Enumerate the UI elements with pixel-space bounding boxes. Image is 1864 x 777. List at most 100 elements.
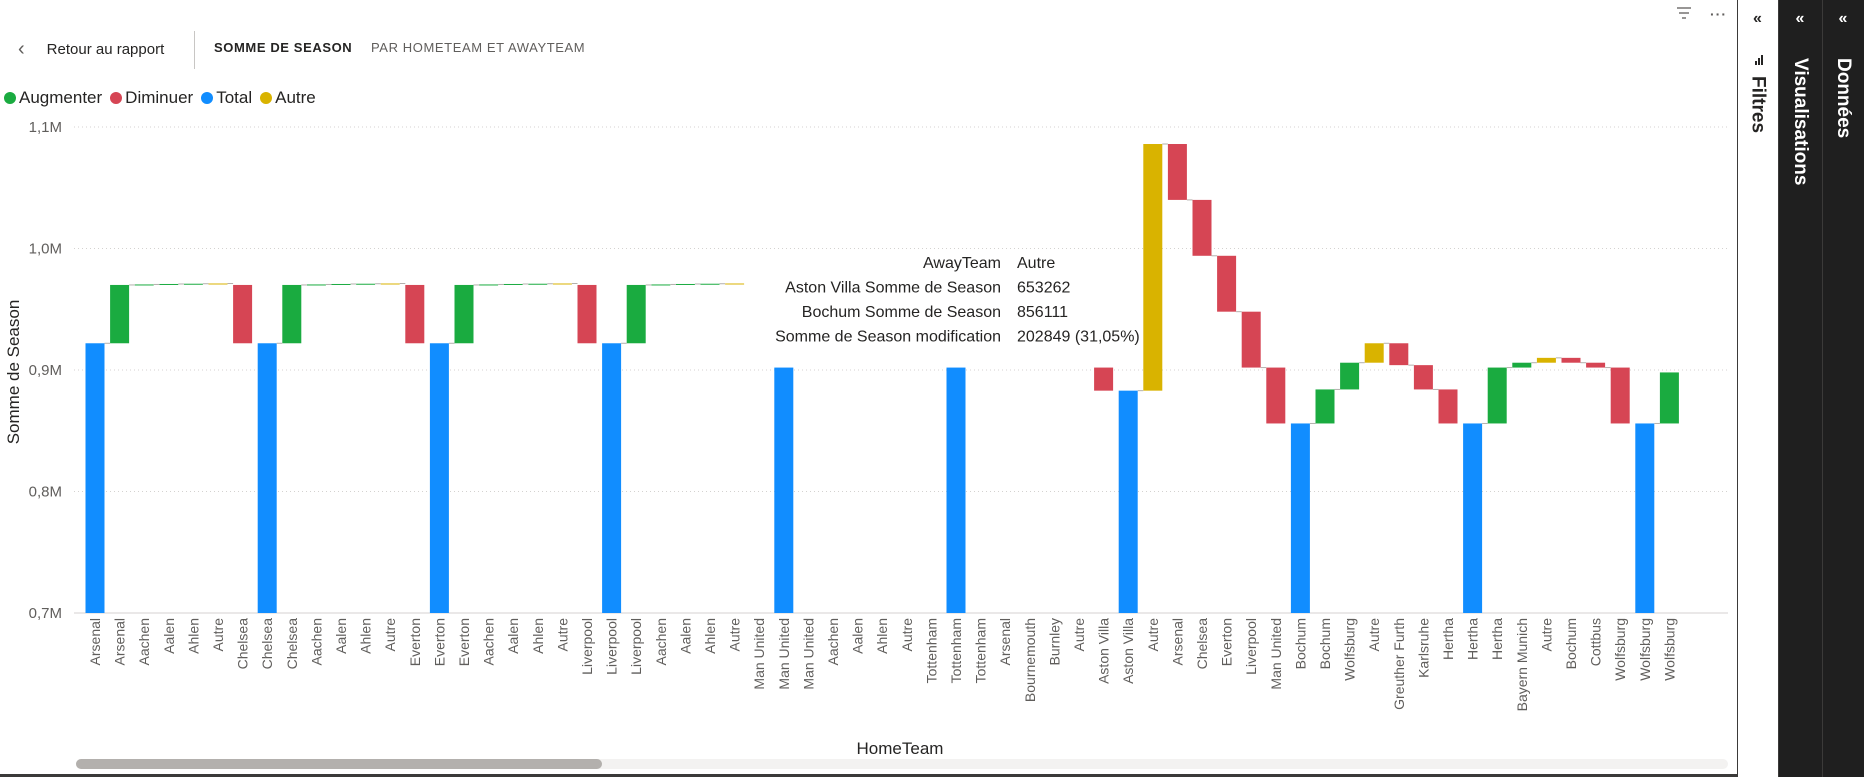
waterfall-bar-augmenter: [134, 284, 154, 286]
scrollbar-thumb[interactable]: [76, 759, 602, 769]
ellipsis-icon[interactable]: ···: [1710, 6, 1727, 22]
x-tick-label: Aalen: [677, 618, 693, 654]
x-tick-label: Ahlen: [185, 618, 201, 654]
tooltip-label: Bochum Somme de Season: [802, 304, 1001, 321]
x-tick-label: Autre: [899, 618, 915, 652]
x-tick-label: Man United: [751, 618, 767, 690]
pane-border: [1737, 0, 1738, 777]
waterfall-bar-augmenter: [183, 283, 203, 285]
x-tick-label: Tottenham: [923, 618, 939, 683]
waterfall-bar-autre: [1536, 357, 1556, 363]
x-tick-label: Tottenham: [973, 618, 989, 683]
tab-somme-de-season[interactable]: SOMME DE SEASON: [214, 40, 353, 55]
x-tick-label: Autre: [1538, 618, 1554, 652]
drillthrough-header: ‹ Retour au rapport SOMME DE SEASON PAR …: [0, 0, 1737, 72]
x-tick-label: Tottenham: [948, 618, 964, 683]
filters-pane[interactable]: « Filtres: [1737, 0, 1778, 777]
waterfall-bar-augmenter: [331, 283, 351, 285]
data-pane-title: Données: [1833, 58, 1854, 139]
waterfall-bar-autre: [1364, 343, 1384, 363]
waterfall-bar-augmenter: [700, 283, 720, 285]
tab-par-hometeam-et-awayteam[interactable]: PAR HOMETEAM ET AWAYTEAM: [371, 40, 586, 55]
waterfall-bar-total: [774, 367, 794, 613]
x-tick-label: Ahlen: [530, 618, 546, 654]
x-tick-label: Ahlen: [874, 618, 890, 654]
waterfall-bar-augmenter: [479, 284, 499, 286]
x-tick-label: Liverpool: [628, 618, 644, 675]
legend-item-augmenter[interactable]: Augmenter: [4, 88, 102, 108]
x-tick-label: Arsenal: [112, 618, 128, 665]
legend-label-autre: Autre: [275, 88, 316, 107]
x-tick-label: Ahlen: [702, 618, 718, 654]
waterfall-bar-total: [1635, 423, 1655, 613]
chart-legend: Augmenter Diminuer Total Autre: [4, 88, 324, 108]
x-tick-label: Autre: [554, 618, 570, 652]
waterfall-bar-diminuer: [1167, 144, 1187, 200]
waterfall-bar-total: [1290, 423, 1310, 613]
visualizations-pane[interactable]: « Visualisations: [1778, 0, 1822, 777]
x-tick-label: Bayern Munich: [1514, 618, 1530, 711]
x-tick-label: Aachen: [308, 618, 324, 665]
x-tick-label: Aachen: [481, 618, 497, 665]
horizontal-scrollbar[interactable]: [76, 759, 1728, 769]
legend-swatch-augmenter: [4, 92, 16, 104]
waterfall-bar-augmenter: [626, 284, 646, 344]
tooltip-label: Aston Villa Somme de Season: [785, 280, 1001, 297]
legend-swatch-total: [201, 92, 214, 104]
x-tick-label: Aalen: [161, 618, 177, 654]
waterfall-bar-diminuer: [1266, 367, 1286, 424]
legend-swatch-diminuer: [110, 92, 123, 104]
x-tick-label: Autre: [1366, 618, 1382, 652]
legend-item-autre[interactable]: Autre: [260, 88, 316, 108]
filter-lines-icon[interactable]: [1676, 6, 1692, 23]
filter-bars-icon: [1754, 52, 1764, 65]
waterfall-bar-total: [1118, 390, 1138, 613]
x-tick-label: Man United: [1268, 618, 1284, 690]
waterfall-bar-diminuer: [1438, 389, 1458, 424]
tooltip-value: Autre: [1017, 255, 1055, 272]
tooltip-label: Somme de Season modification: [775, 329, 1001, 346]
legend-label-augmenter: Augmenter: [19, 88, 103, 107]
filters-pane-title: Filtres: [1747, 76, 1769, 134]
x-tick-label: Autre: [210, 618, 226, 652]
x-tick-label: Everton: [456, 618, 472, 666]
x-tick-label: Autre: [382, 618, 398, 652]
x-tick-label: Wolfsburg: [1612, 618, 1628, 681]
x-tick-label: Autre: [1145, 618, 1161, 652]
x-tick-label: Autre: [727, 618, 743, 652]
x-tick-label: Arsenal: [87, 618, 103, 665]
legend-item-diminuer[interactable]: Diminuer: [110, 88, 193, 108]
waterfall-bar-augmenter: [528, 283, 548, 285]
waterfall-bar-augmenter: [651, 284, 671, 286]
x-tick-label: Bochum: [1317, 618, 1333, 669]
waterfall-bar-augmenter: [159, 283, 179, 285]
y-tick-label: 0,8M: [29, 484, 62, 501]
x-tick-label: Everton: [407, 618, 423, 666]
y-tick-label: 1,1M: [29, 119, 62, 136]
back-to-report-button[interactable]: ‹ Retour au rapport: [18, 36, 164, 62]
tooltip-value: 202849 (31,05%): [1017, 329, 1140, 346]
waterfall-bar-total: [429, 343, 449, 613]
double-chevron-left-icon[interactable]: «: [1753, 10, 1762, 27]
waterfall-bar-autre: [380, 283, 400, 285]
waterfall-bar-total: [257, 343, 277, 613]
x-tick-label: Chelsea: [1194, 618, 1210, 670]
x-tick-label: Aachen: [825, 618, 841, 665]
x-tick-label: Liverpool: [604, 618, 620, 675]
waterfall-bar-diminuer: [1192, 199, 1212, 256]
waterfall-chart: 0,7M 0,8M 0,9M 1,0M 1,1M Arsenal Arsenal Aache…: [4, 119, 1728, 758]
waterfall-bar-augmenter: [454, 284, 474, 344]
double-chevron-left-icon[interactable]: «: [1795, 10, 1805, 27]
x-tick-label: Everton: [431, 618, 447, 666]
waterfall-bar-diminuer: [1217, 255, 1237, 312]
x-tick-label: Arsenal: [1169, 618, 1185, 665]
x-tick-label: Wolfsburg: [1661, 618, 1677, 681]
x-tick-label: Arsenal: [997, 618, 1013, 665]
y-axis-title: Somme de Season: [4, 300, 23, 445]
waterfall-bar-diminuer: [1413, 365, 1433, 390]
x-tick-label: Hertha: [1440, 618, 1456, 660]
data-pane[interactable]: « Données: [1822, 0, 1864, 777]
waterfall-bar-augmenter: [306, 284, 326, 286]
double-chevron-left-icon[interactable]: «: [1838, 10, 1848, 27]
legend-item-total[interactable]: Total: [201, 88, 252, 108]
